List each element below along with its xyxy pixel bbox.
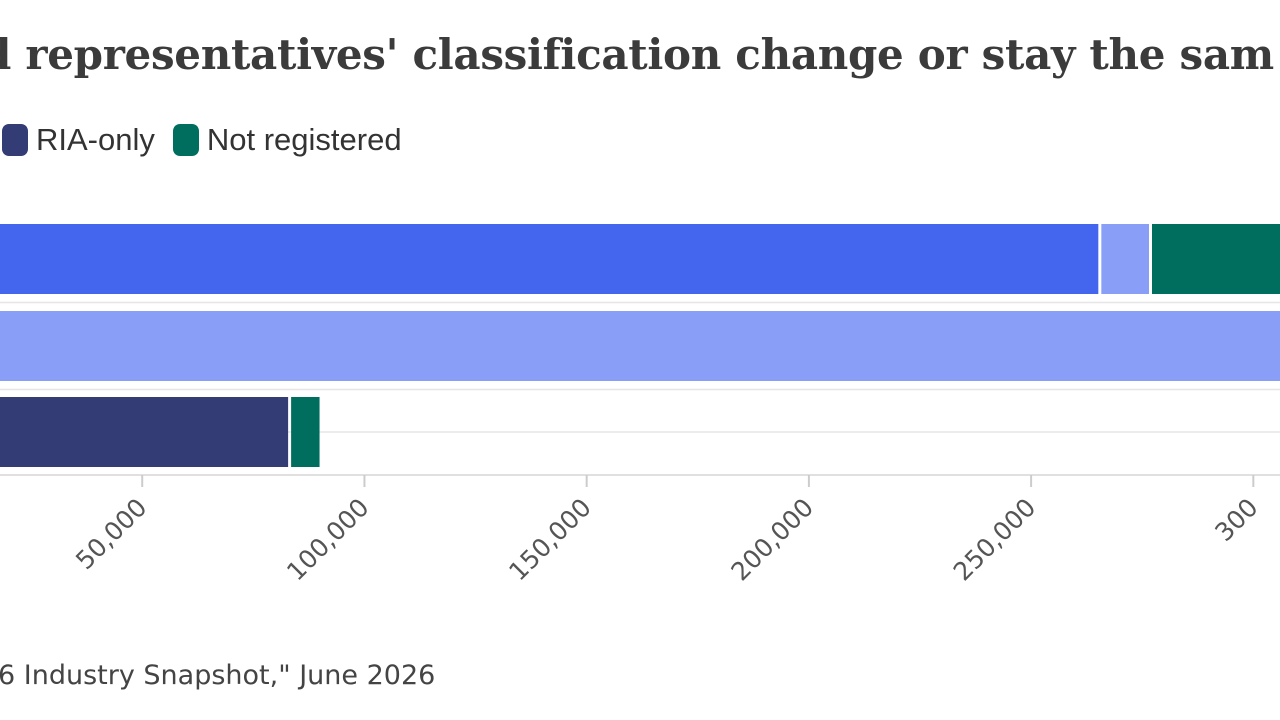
chart-title: d representatives' classification change…: [0, 30, 1274, 79]
x-tick-label: 50,000: [70, 493, 152, 575]
bar-row-3-segment-2[interactable]: [291, 397, 320, 467]
legend-swatch-ria-only: [2, 124, 28, 156]
x-axis: 50,000 100,000 150,000 200,000 250,000 300: [0, 474, 1280, 587]
bar-row-2-segment-1[interactable]: [0, 311, 1280, 381]
source-note: 6 Industry Snapshot," June 2026: [0, 660, 436, 691]
x-tick-label: 300: [1209, 493, 1263, 547]
bar-row-1-segment-2[interactable]: [1101, 224, 1149, 294]
legend-item-not-registered[interactable]: Not registered: [172, 122, 402, 158]
legend-label-not-registered: Not registered: [206, 122, 402, 157]
x-tick-label: 200,000: [726, 493, 820, 587]
bar-row-1-segment-1[interactable]: [0, 224, 1099, 294]
bar-row-3-segment-1[interactable]: [0, 397, 289, 467]
legend-label-ria-only: RIA-only: [36, 122, 155, 157]
bar-row-1-segment-3[interactable]: [1152, 224, 1280, 294]
legend-item-ria-only[interactable]: RIA-only: [2, 122, 155, 158]
legend-swatch-not-registered: [172, 124, 199, 156]
x-tick-label: 150,000: [503, 493, 597, 587]
legend: RIA-only Not registered: [2, 122, 420, 158]
bars: [0, 224, 1280, 467]
x-tick-label: 100,000: [281, 493, 375, 587]
x-tick-label: 250,000: [948, 493, 1042, 587]
